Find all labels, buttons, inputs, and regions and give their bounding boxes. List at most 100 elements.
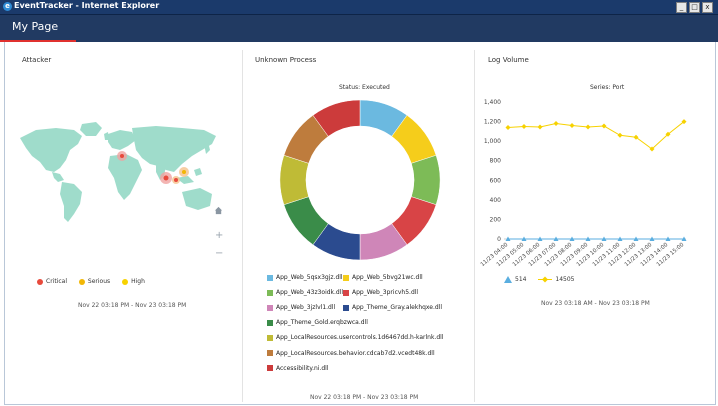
donut-legend-item[interactable]: App_LocalResources.behavior.cdcab7d2.vce… — [267, 350, 435, 357]
legend-swatch — [267, 319, 273, 326]
maximize-button[interactable]: □ — [689, 2, 700, 13]
legend-label: Critical — [46, 278, 67, 285]
legend-swatch — [343, 304, 349, 311]
window-title-bar: e EventTracker - Internet Explorer _ □ x — [0, 0, 718, 15]
attacker-date-range: Nov 22 03:18 PM - Nov 23 03:18 PM — [78, 302, 187, 309]
donut-legend-item[interactable]: Accessibility.ni.dll — [267, 365, 329, 372]
legend-item-14505[interactable]: 14505 — [538, 276, 574, 283]
legend-label: App_Web_5bvg21wc.dll — [352, 274, 423, 281]
y-tick-label: 1,200 — [484, 119, 501, 126]
legend-label: App_Theme_Gray.alekhqxe.dll — [352, 304, 443, 312]
legend-swatch — [267, 304, 273, 311]
series-line-14505 — [507, 121, 685, 150]
panel-divider — [474, 50, 475, 402]
legend-label: 14505 — [555, 276, 575, 283]
data-point[interactable] — [601, 123, 607, 129]
donut-slice[interactable] — [279, 154, 309, 206]
data-point[interactable] — [569, 122, 575, 128]
data-point[interactable] — [617, 236, 623, 242]
data-point[interactable] — [601, 236, 607, 242]
legend-label: App_Web_3pricvh5.dll — [352, 289, 419, 297]
data-point[interactable] — [585, 124, 591, 130]
y-tick-label: 0 — [497, 236, 501, 243]
close-button[interactable]: x — [702, 2, 713, 13]
window-title: EventTracker - Internet Explorer — [14, 1, 160, 10]
legend-item-critical[interactable]: Critical — [37, 278, 67, 285]
data-point[interactable] — [585, 236, 591, 242]
unknown-process-donut-chart[interactable] — [278, 98, 442, 262]
title-accent-bar — [0, 40, 76, 42]
legend-label: App_Web_3jzlvl1.dll — [276, 304, 336, 312]
unknown-process-date-range: Nov 22 03:18 PM - Nov 23 03:18 PM — [310, 394, 419, 401]
donut-slice[interactable] — [312, 99, 361, 137]
legend-swatch — [343, 274, 349, 281]
legend-label: Accessibility.ni.dll — [276, 364, 329, 372]
data-point[interactable] — [537, 124, 543, 130]
legend-label: 514 — [515, 276, 527, 283]
attacker-hotspots — [117, 151, 189, 184]
donut-legend-item[interactable]: App_Web_3pricvh5.dll — [343, 289, 418, 296]
home-icon[interactable] — [214, 206, 223, 218]
donut-legend-item[interactable]: App_Theme_Gray.alekhqxe.dll — [343, 304, 442, 311]
triangle-marker-icon — [504, 276, 512, 283]
legend-label: App_Web_5qsx3gjz.dll — [276, 274, 343, 281]
legend-item-high[interactable]: High — [122, 278, 145, 285]
legend-swatch — [267, 334, 273, 341]
data-point[interactable] — [649, 236, 655, 242]
attacker-world-map[interactable] — [16, 120, 226, 226]
data-point[interactable] — [681, 119, 687, 125]
data-point[interactable] — [681, 236, 687, 242]
legend-label: High — [131, 278, 145, 285]
legend-label: App_Theme_Gold.erqbzwca.dll — [276, 319, 368, 327]
data-point[interactable] — [665, 131, 671, 137]
line-chart-title: Series: Port — [590, 84, 625, 91]
internet-explorer-icon: e — [3, 2, 12, 11]
donut-legend-item[interactable]: App_LocalResources.usercontrols.1d6467dd… — [267, 334, 444, 341]
donut-legend-item[interactable]: App_Web_3jzlvl1.dll — [267, 304, 335, 311]
legend-dot — [37, 278, 43, 285]
legend-item-serious[interactable]: Serious — [78, 278, 111, 285]
data-point[interactable] — [553, 236, 559, 242]
page-title: My Page — [12, 20, 59, 33]
y-tick-label: 1,400 — [484, 99, 501, 106]
legend-item-514[interactable]: 514 — [504, 276, 528, 283]
data-point[interactable] — [521, 236, 527, 242]
legend-swatch — [267, 365, 273, 372]
data-point[interactable] — [617, 132, 623, 138]
legend-label: App_LocalResources.behavior.cdcab7d2.vce… — [276, 349, 435, 357]
y-tick-label: 800 — [490, 158, 502, 165]
y-tick-label: 400 — [490, 197, 502, 204]
zoom-in-button[interactable]: + — [215, 230, 224, 241]
donut-legend-item[interactable]: App_Web_5qsx3gjz.dll — [267, 274, 343, 281]
log-volume-date-range: Nov 23 03:18 AM - Nov 23 03:18 PM — [541, 300, 650, 307]
data-point[interactable] — [649, 146, 655, 152]
panel-divider — [242, 50, 243, 402]
donut-slice[interactable] — [411, 154, 441, 206]
donut-legend-item[interactable]: App_Web_5bvg21wc.dll — [343, 274, 423, 281]
legend-swatch — [343, 289, 349, 296]
legend-swatch — [267, 274, 273, 281]
data-point[interactable] — [633, 236, 639, 242]
donut-chart-title: Status: Executed — [339, 84, 390, 91]
log-volume-legend: 514 14505 — [504, 276, 584, 283]
data-point[interactable] — [553, 121, 559, 127]
data-point[interactable] — [633, 134, 639, 140]
data-point[interactable] — [569, 236, 575, 242]
zoom-out-button[interactable]: − — [215, 248, 224, 259]
y-tick-label: 600 — [490, 177, 502, 184]
data-point[interactable] — [505, 236, 511, 242]
legend-label: App_Web_43z3oidk.dll — [276, 289, 344, 297]
minimize-button[interactable]: _ — [676, 2, 687, 13]
legend-swatch — [267, 289, 273, 296]
data-point[interactable] — [537, 236, 543, 242]
data-point[interactable] — [521, 123, 527, 129]
donut-legend-item[interactable]: App_Theme_Gold.erqbzwca.dll — [267, 319, 368, 326]
legend-swatch — [267, 350, 273, 356]
legend-dot — [122, 278, 129, 285]
data-point[interactable] — [665, 236, 671, 242]
donut-legend-item[interactable]: App_Web_43z3oidk.dll — [267, 289, 343, 296]
diamond-marker-icon — [538, 276, 553, 283]
data-point[interactable] — [505, 124, 511, 130]
legend-label: Serious — [87, 278, 111, 285]
